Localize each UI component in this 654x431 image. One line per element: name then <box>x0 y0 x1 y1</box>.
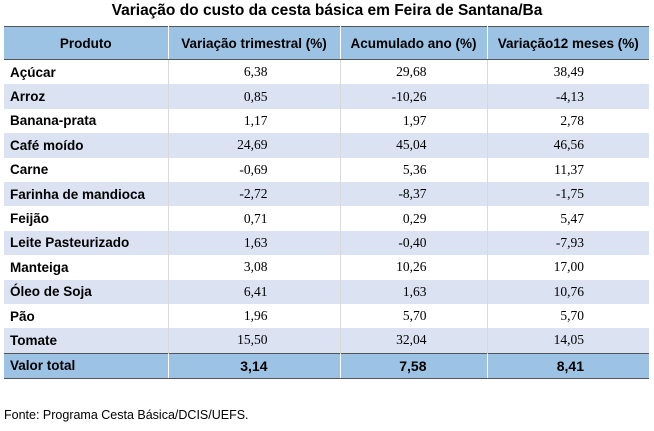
cell-trimestral: 0,85 <box>168 84 341 109</box>
cell-acumulado: 1,63 <box>340 279 488 304</box>
cell-acumulado: 1,97 <box>340 108 488 134</box>
cell-product: Feijão <box>4 206 169 231</box>
table-row: Manteiga 3,08 10,26 17,00 <box>4 255 649 280</box>
header-acumulado-ano: Acumulado ano (%) <box>340 26 488 60</box>
cell-trimestral: 1,96 <box>168 303 341 329</box>
table-row: Café moído 24,69 45,04 46,56 <box>4 133 649 158</box>
cell-product: Óleo de Soja <box>4 279 169 304</box>
table-row: Óleo de Soja 6,41 1,63 10,76 <box>4 279 649 304</box>
cell-doze-meses: -1,75 <box>487 181 649 207</box>
cell-acumulado: -0,40 <box>340 230 488 256</box>
cell-doze-meses: 11,37 <box>487 157 649 182</box>
cell-product: Café moído <box>4 133 169 158</box>
table-row: Feijão 0,71 0,29 5,47 <box>4 206 649 231</box>
cell-doze-meses: -4,13 <box>487 84 649 109</box>
total-trimestral: 3,14 <box>168 352 341 380</box>
cell-doze-meses: 10,76 <box>487 279 649 304</box>
cell-trimestral: 3,08 <box>168 255 341 280</box>
header-variacao-trimestral: Variação trimestral (%) <box>168 26 341 60</box>
cell-trimestral: 6,38 <box>168 59 341 85</box>
cell-trimestral: 1,17 <box>168 108 341 134</box>
source-note: Fonte: Programa Cesta Básica/DCIS/UEFS. <box>4 408 249 422</box>
total-doze-meses: 8,41 <box>487 352 649 380</box>
table-row: Pão 1,96 5,70 5,70 <box>4 303 649 329</box>
price-variation-table: Produto Variação trimestral (%) Acumulad… <box>4 26 649 380</box>
header-variacao-12-meses: Variação12 meses (%) <box>487 26 649 60</box>
cell-product: Carne <box>4 157 169 182</box>
cell-doze-meses: 14,05 <box>487 328 649 354</box>
cell-doze-meses: 5,70 <box>487 303 649 329</box>
cell-acumulado: 32,04 <box>340 328 488 354</box>
total-acumulado: 7,58 <box>340 352 488 380</box>
cell-product: Açúcar <box>4 59 169 85</box>
cell-acumulado: 10,26 <box>340 255 488 280</box>
header-produto: Produto <box>4 26 169 60</box>
table-row: Banana-prata 1,17 1,97 2,78 <box>4 108 649 134</box>
cell-doze-meses: 46,56 <box>487 133 649 158</box>
cell-trimestral: -2,72 <box>168 181 341 207</box>
total-row: Valor total 3,14 7,58 8,41 <box>4 352 649 380</box>
cell-acumulado: 5,70 <box>340 303 488 329</box>
cell-product: Pão <box>4 303 169 329</box>
table-header-row: Produto Variação trimestral (%) Acumulad… <box>4 26 649 60</box>
table-row: Carne -0,69 5,36 11,37 <box>4 157 649 182</box>
cell-acumulado: 5,36 <box>340 157 488 182</box>
cell-product: Banana-prata <box>4 108 169 134</box>
table-body: Açúcar 6,38 29,68 38,49 Arroz 0,85 -10,26 -4,13… <box>4 59 649 354</box>
cell-product: Farinha de mandioca <box>4 181 169 207</box>
total-label: Valor total <box>4 352 169 380</box>
cell-trimestral: 6,41 <box>168 279 341 304</box>
cell-trimestral: 0,71 <box>168 206 341 231</box>
table-row: Farinha de mandioca -2,72 -8,37 -1,75 <box>4 181 649 207</box>
cell-acumulado: -10,26 <box>340 84 488 109</box>
table-row: Açúcar 6,38 29,68 38,49 <box>4 59 649 85</box>
cell-doze-meses: 5,47 <box>487 206 649 231</box>
cell-acumulado: 45,04 <box>340 133 488 158</box>
cell-doze-meses: 38,49 <box>487 59 649 85</box>
table-row: Leite Pasteurizado 1,63 -0,40 -7,93 <box>4 230 649 256</box>
cell-product: Tomate <box>4 328 169 354</box>
cell-trimestral: 1,63 <box>168 230 341 256</box>
cell-product: Manteiga <box>4 255 169 280</box>
cell-trimestral: 24,69 <box>168 133 341 158</box>
cell-acumulado: 0,29 <box>340 206 488 231</box>
cell-product: Leite Pasteurizado <box>4 230 169 256</box>
table-row: Arroz 0,85 -10,26 -4,13 <box>4 84 649 109</box>
cell-doze-meses: 17,00 <box>487 255 649 280</box>
cell-trimestral: -0,69 <box>168 157 341 182</box>
cell-acumulado: -8,37 <box>340 181 488 207</box>
cell-product: Arroz <box>4 84 169 109</box>
table-title: Variação do custo da cesta básica em Fei… <box>111 2 543 19</box>
cell-acumulado: 29,68 <box>340 59 488 85</box>
table-row: Tomate 15,50 32,04 14,05 <box>4 328 649 354</box>
cell-trimestral: 15,50 <box>168 328 341 354</box>
cell-doze-meses: 2,78 <box>487 108 649 134</box>
cell-doze-meses: -7,93 <box>487 230 649 256</box>
